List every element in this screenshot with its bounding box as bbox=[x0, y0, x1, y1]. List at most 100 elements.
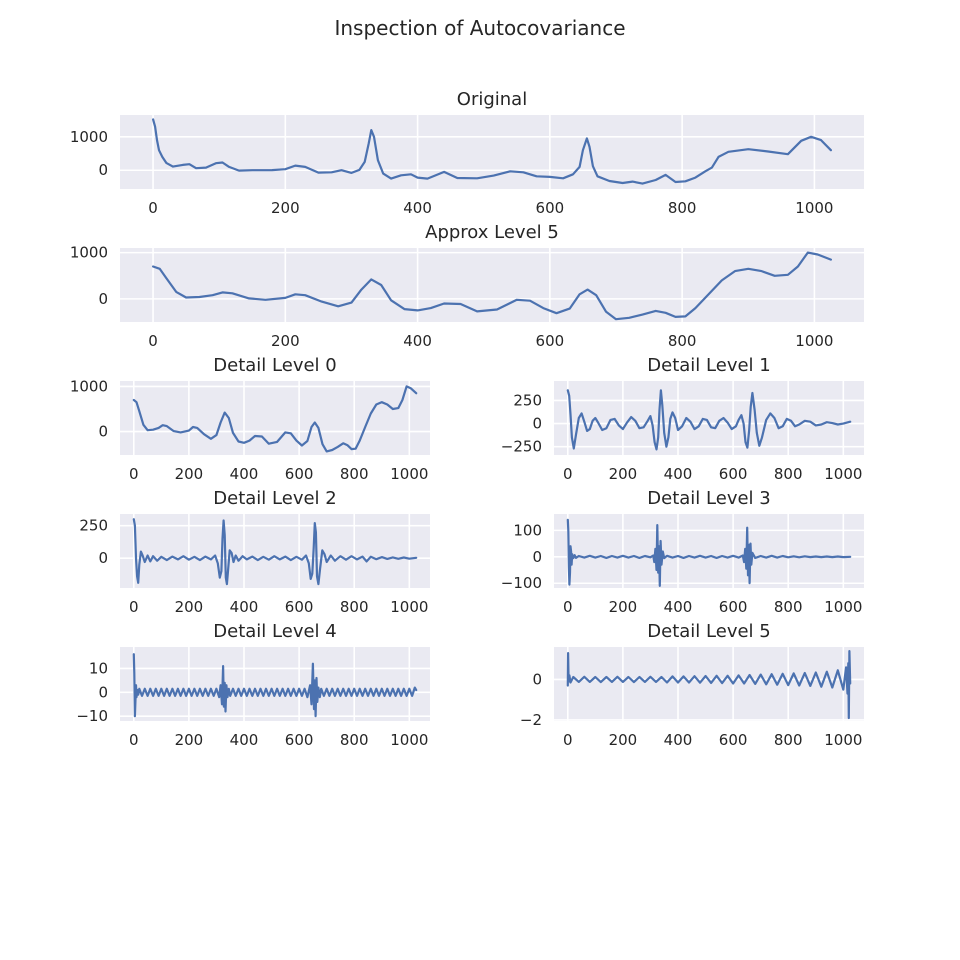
x-tick-label: 200 bbox=[609, 731, 638, 749]
x-tick-label: 800 bbox=[340, 598, 369, 616]
x-tick-label: 200 bbox=[175, 731, 204, 749]
y-tick-label: 0 bbox=[98, 290, 108, 308]
x-tick-label: 800 bbox=[774, 598, 803, 616]
y-tick-label: 1000 bbox=[70, 128, 108, 146]
series-line bbox=[152, 251, 833, 321]
x-tick-label: 1000 bbox=[390, 465, 428, 483]
subplot-title: Detail Level 2 bbox=[213, 488, 336, 509]
x-tick-label: 600 bbox=[536, 199, 565, 217]
subplot-0: 0 200 400 600 800 1000 0 1000 Original bbox=[70, 89, 864, 217]
subplot-2: 0 200 400 600 800 1000 0 1000 Detail Level 0 bbox=[70, 355, 430, 483]
series-line bbox=[132, 385, 418, 453]
x-tick-label: 800 bbox=[774, 731, 803, 749]
y-tick-label: 1000 bbox=[70, 377, 108, 395]
x-tick-label: 200 bbox=[609, 598, 638, 616]
x-tick-label: 400 bbox=[403, 332, 432, 350]
subplot-title: Original bbox=[457, 89, 527, 110]
x-tick-label: 800 bbox=[340, 465, 369, 483]
x-tick-label: 600 bbox=[719, 465, 748, 483]
series-line bbox=[566, 389, 852, 451]
series-line bbox=[566, 518, 852, 588]
subplot-title: Approx Level 5 bbox=[425, 222, 559, 243]
x-tick-label: 0 bbox=[148, 199, 158, 217]
y-tick-label: 0 bbox=[98, 161, 108, 179]
y-tick-label: 1000 bbox=[70, 244, 108, 262]
series-line bbox=[132, 518, 418, 586]
subplot-title: Detail Level 1 bbox=[647, 355, 770, 376]
x-tick-label: 600 bbox=[285, 465, 314, 483]
plot-area bbox=[554, 381, 864, 455]
x-tick-label: 600 bbox=[719, 731, 748, 749]
subplot-title: Detail Level 0 bbox=[213, 355, 336, 376]
y-tick-label: 0 bbox=[532, 548, 542, 566]
plot-area bbox=[120, 647, 430, 721]
y-tick-label: −2 bbox=[520, 711, 542, 729]
y-tick-label: 0 bbox=[98, 549, 108, 567]
x-tick-label: 1000 bbox=[824, 731, 862, 749]
y-tick-label: 0 bbox=[98, 423, 108, 441]
subplot-1: 0 200 400 600 800 1000 0 1000 Approx Level 5 bbox=[70, 222, 864, 350]
x-tick-label: 0 bbox=[129, 465, 139, 483]
x-tick-label: 800 bbox=[340, 731, 369, 749]
subplot-7: 0 200 400 600 800 1000 −2 0 Detail Level 5 bbox=[520, 621, 864, 749]
figure-title: Inspection of Autocovariance bbox=[334, 16, 625, 40]
y-tick-label: −250 bbox=[501, 438, 542, 456]
subplot-4: 0 200 400 600 800 1000 0 250 Detail Level 2 bbox=[79, 488, 430, 616]
series-line bbox=[566, 649, 852, 720]
x-tick-label: 0 bbox=[563, 731, 573, 749]
x-tick-label: 1000 bbox=[795, 332, 833, 350]
x-tick-label: 600 bbox=[719, 598, 748, 616]
x-tick-label: 800 bbox=[668, 199, 697, 217]
x-tick-label: 400 bbox=[664, 598, 693, 616]
x-tick-label: 600 bbox=[285, 598, 314, 616]
x-tick-label: 1000 bbox=[390, 731, 428, 749]
x-tick-label: 0 bbox=[129, 731, 139, 749]
x-tick-label: 1000 bbox=[824, 465, 862, 483]
x-tick-label: 200 bbox=[271, 332, 300, 350]
subplot-5: 0 200 400 600 800 1000 −100 0 100 Detail Level 3 bbox=[501, 488, 864, 616]
series-line bbox=[132, 653, 418, 718]
x-tick-label: 200 bbox=[609, 465, 638, 483]
x-tick-label: 400 bbox=[230, 465, 259, 483]
x-tick-label: 0 bbox=[129, 598, 139, 616]
plot-area bbox=[554, 514, 864, 588]
x-tick-label: 600 bbox=[536, 332, 565, 350]
y-tick-label: −100 bbox=[501, 574, 542, 592]
subplot-title: Detail Level 4 bbox=[213, 621, 336, 642]
plot-area bbox=[120, 381, 430, 455]
subplot-3: 0 200 400 600 800 1000 −250 0 250 Detail Level 1 bbox=[501, 355, 864, 483]
x-tick-label: 1000 bbox=[824, 598, 862, 616]
y-tick-label: −10 bbox=[76, 707, 108, 725]
y-tick-label: 0 bbox=[532, 670, 542, 688]
x-tick-label: 1000 bbox=[795, 199, 833, 217]
series-line bbox=[152, 118, 833, 185]
x-tick-label: 800 bbox=[774, 465, 803, 483]
y-tick-label: 250 bbox=[79, 517, 108, 535]
x-tick-label: 400 bbox=[230, 731, 259, 749]
x-tick-label: 200 bbox=[271, 199, 300, 217]
x-tick-label: 400 bbox=[230, 598, 259, 616]
x-tick-label: 600 bbox=[285, 731, 314, 749]
subplot-title: Detail Level 5 bbox=[647, 621, 770, 642]
x-tick-label: 800 bbox=[668, 332, 697, 350]
subplot-title: Detail Level 3 bbox=[647, 488, 770, 509]
plot-area bbox=[554, 647, 864, 721]
x-tick-label: 400 bbox=[664, 465, 693, 483]
plot-area bbox=[120, 115, 864, 189]
x-tick-label: 1000 bbox=[390, 598, 428, 616]
y-tick-label: 0 bbox=[532, 415, 542, 433]
x-tick-label: 0 bbox=[563, 465, 573, 483]
x-tick-label: 400 bbox=[403, 199, 432, 217]
y-tick-label: 250 bbox=[513, 391, 542, 409]
x-tick-label: 400 bbox=[664, 731, 693, 749]
x-tick-label: 200 bbox=[175, 465, 204, 483]
y-tick-label: 0 bbox=[98, 683, 108, 701]
x-tick-label: 200 bbox=[175, 598, 204, 616]
subplot-6: 0 200 400 600 800 1000 −10 0 10 Detail Level 4 bbox=[76, 621, 430, 749]
y-tick-label: 100 bbox=[513, 521, 542, 539]
y-tick-label: 10 bbox=[89, 659, 108, 677]
x-tick-label: 0 bbox=[563, 598, 573, 616]
x-tick-label: 0 bbox=[148, 332, 158, 350]
